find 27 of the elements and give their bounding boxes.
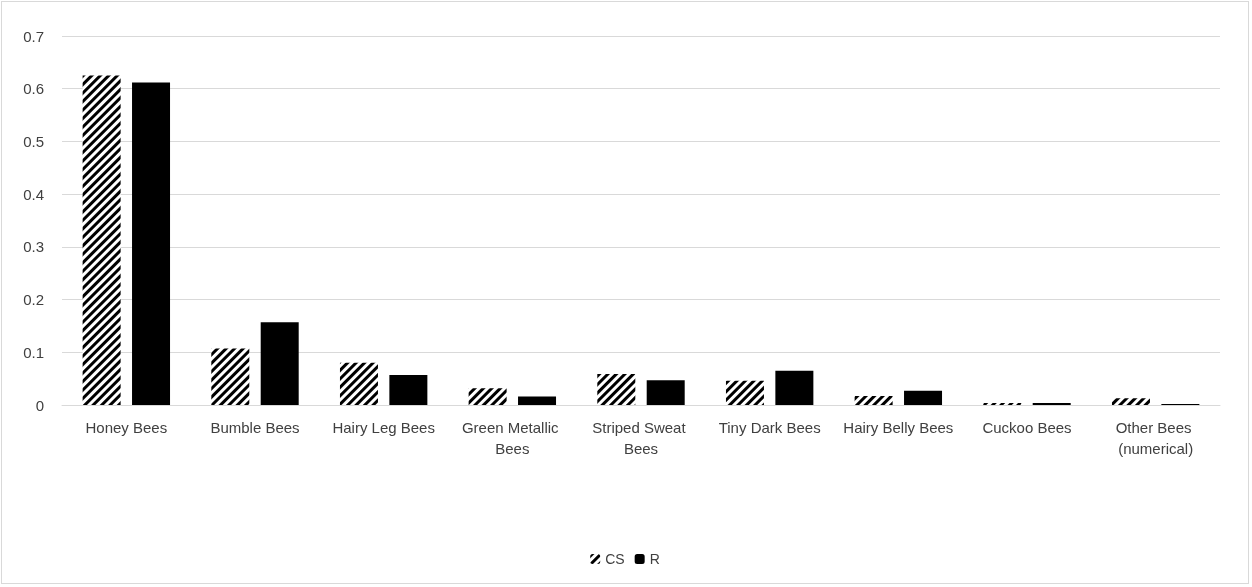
bar	[775, 370, 814, 405]
y-tick-label: 0	[35, 396, 44, 414]
x-tick-label: Hairy Belly Bees	[843, 419, 954, 436]
y-tick-label: 0.1	[23, 343, 44, 361]
y-tick-label: 0.5	[23, 132, 44, 150]
x-tick-label: Striped Sweat Bees	[592, 419, 690, 457]
bar	[260, 322, 299, 405]
x-tick-label: Tiny Dark Bees	[718, 419, 821, 436]
bar	[1032, 402, 1071, 405]
bar	[646, 380, 685, 405]
x-tick-label: Honey Bees	[85, 419, 168, 436]
x-tick-label: Cuckoo Bees	[982, 419, 1072, 436]
bar	[389, 374, 428, 405]
y-tick-label: 0.3	[23, 238, 44, 256]
y-tick-label: 0.2	[23, 291, 44, 309]
y-tick-label: 0.4	[23, 185, 44, 203]
bar	[518, 396, 557, 405]
x-tick-label: Bumble Bees	[210, 419, 300, 436]
legend-label: CS	[605, 551, 625, 567]
bar	[132, 82, 171, 405]
x-tick-label: Other Bees (numerical)	[1115, 419, 1196, 457]
bar	[904, 390, 943, 405]
y-tick-label: 0.7	[23, 27, 44, 45]
y-tick-label: 0.6	[23, 80, 44, 98]
legend-label: R	[649, 551, 660, 567]
x-tick-label: Green Metallic Bees	[461, 419, 563, 457]
x-tick-label: Hairy Leg Bees	[332, 419, 435, 436]
